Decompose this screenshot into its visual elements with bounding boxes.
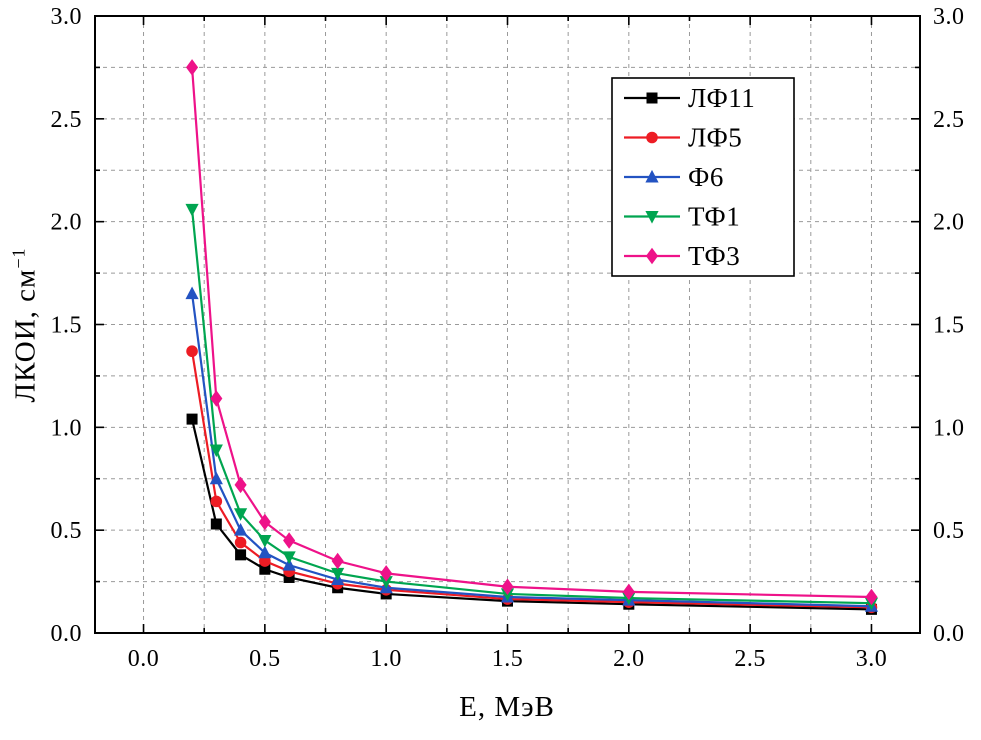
y-axis-title-text: ЛКОИ, см bbox=[9, 268, 42, 403]
triangle-up-marker bbox=[233, 523, 248, 536]
square-marker bbox=[259, 563, 271, 575]
triangle-down-marker bbox=[258, 534, 272, 548]
y-tick-label-left: 0.0 bbox=[51, 621, 83, 647]
triangle-up-marker bbox=[258, 545, 272, 559]
x-tick-label: 2.0 bbox=[613, 646, 645, 672]
y-tick-label-right: 1.0 bbox=[933, 415, 965, 441]
y-tick-label-left: 1.5 bbox=[51, 313, 83, 339]
triangle-down-marker bbox=[379, 576, 393, 589]
diamond-marker bbox=[865, 588, 878, 606]
circle-marker bbox=[234, 536, 247, 549]
legend-label: ЛФ5 bbox=[688, 123, 742, 153]
triangle-up-marker bbox=[282, 557, 296, 571]
diamond-marker bbox=[234, 476, 247, 494]
y-tick-label-right: 0.0 bbox=[933, 621, 965, 647]
y-axis-title: ЛКОИ, см−1 bbox=[8, 247, 43, 403]
x-tick-label: 3.0 bbox=[856, 646, 888, 672]
triangle-down-marker bbox=[185, 203, 199, 217]
y-tick-label-right: 0.5 bbox=[933, 518, 965, 544]
gridlines bbox=[95, 16, 920, 633]
circle-marker bbox=[210, 495, 223, 508]
y-tick-label-left: 0.5 bbox=[51, 518, 83, 544]
triangle-up-marker bbox=[645, 169, 659, 183]
series-2 bbox=[186, 345, 878, 614]
y-tick-label-right: 3.0 bbox=[933, 4, 965, 30]
x-tick-label: 0.0 bbox=[128, 646, 160, 672]
square-marker bbox=[235, 549, 247, 561]
series-5 bbox=[186, 59, 878, 606]
x-tick-label: 0.5 bbox=[249, 646, 281, 672]
diamond-marker bbox=[380, 565, 393, 582]
diamond-marker bbox=[258, 513, 271, 531]
y-tick-label-left: 2.0 bbox=[51, 210, 83, 236]
y-tick-label-left: 1.0 bbox=[51, 415, 83, 441]
x-tick-label: 2.5 bbox=[734, 646, 766, 672]
circle-marker bbox=[646, 131, 658, 144]
square-marker bbox=[186, 413, 198, 425]
diamond-marker bbox=[210, 390, 223, 407]
series-4 bbox=[185, 203, 879, 611]
x-axis-title: Е, МэВ bbox=[459, 691, 555, 723]
series-line bbox=[190, 209, 872, 605]
diamond-marker bbox=[622, 583, 635, 601]
y-tick-label-right: 1.5 bbox=[933, 313, 965, 339]
series-line bbox=[190, 351, 872, 609]
legend-label: ЛФ11 bbox=[688, 83, 755, 113]
x-tick-label: 1.5 bbox=[492, 646, 524, 672]
square-marker bbox=[210, 518, 222, 530]
series-line bbox=[190, 418, 872, 611]
circle-marker bbox=[186, 345, 198, 358]
diamond-marker bbox=[283, 532, 296, 549]
tick-labels: 0.0 0.5 1.0 1.5 2.0 2.5 3.0 0.0 0.0 0.5 0.5 1.0 1.0 1… bbox=[51, 4, 965, 672]
triangle-down-marker bbox=[645, 211, 659, 224]
diamond-marker bbox=[501, 578, 514, 595]
legend: ЛФ11 ЛФ5 Ф6 ТФ1 ТФ3 bbox=[611, 77, 795, 277]
y-tick-label-right: 2.5 bbox=[933, 107, 965, 133]
triangle-down-marker bbox=[233, 508, 248, 521]
series-1 bbox=[186, 413, 877, 615]
y-tick-label-right: 2.0 bbox=[933, 210, 965, 236]
legend-label: ТФ3 bbox=[688, 241, 740, 271]
plot-frame bbox=[94, 15, 921, 634]
series-line bbox=[190, 67, 872, 599]
triangle-down-marker bbox=[331, 567, 345, 581]
triangle-up-marker bbox=[209, 471, 223, 485]
legend-label: Ф6 bbox=[688, 162, 724, 192]
series-line bbox=[190, 293, 872, 608]
legend-label: ТФ1 bbox=[688, 202, 740, 232]
x-tick-label: 1.0 bbox=[370, 646, 402, 672]
triangle-up-marker bbox=[185, 286, 199, 300]
y-tick-label-left: 2.5 bbox=[51, 107, 83, 133]
diamond-marker bbox=[186, 59, 199, 76]
y-tick-label-left: 3.0 bbox=[51, 4, 83, 30]
y-axis-title-superscript: −1 bbox=[8, 247, 29, 269]
diamond-marker bbox=[331, 552, 344, 570]
square-marker bbox=[646, 92, 658, 104]
square-marker bbox=[283, 571, 295, 583]
diamond-marker bbox=[645, 247, 659, 265]
triangle-down-marker bbox=[282, 551, 296, 565]
triangle-down-marker bbox=[209, 444, 223, 458]
